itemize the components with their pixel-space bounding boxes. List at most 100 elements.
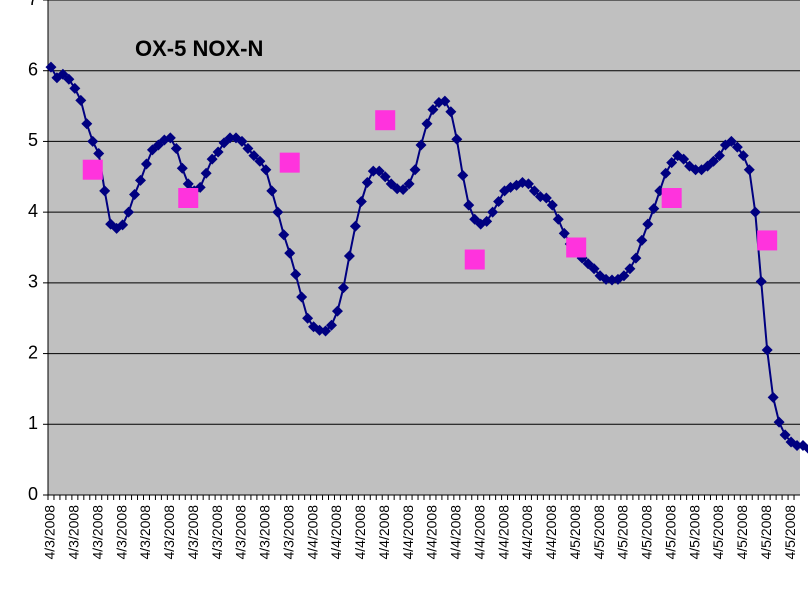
x-tick-label: 4/4/2008 (376, 505, 392, 560)
point-marker (773, 416, 785, 428)
point-marker (737, 150, 749, 162)
y-tick-label: 5 (28, 130, 38, 150)
point-marker (206, 153, 218, 165)
point-marker (302, 312, 314, 324)
point-marker (99, 185, 111, 197)
x-tick-label: 4/4/2008 (543, 505, 559, 560)
point-marker (284, 247, 296, 259)
point-marker (749, 206, 761, 218)
y-tick-label: 2 (28, 342, 38, 362)
point-marker (367, 165, 379, 177)
point-marker (624, 263, 636, 275)
x-tick-label: 4/3/2008 (209, 505, 225, 560)
x-tick-label: 4/3/2008 (233, 505, 249, 560)
point-marker (278, 229, 290, 241)
point-marker (661, 188, 682, 208)
point-marker (260, 164, 272, 176)
x-tick-label: 4/5/2008 (662, 505, 678, 560)
y-tick-label: 3 (28, 272, 38, 292)
x-tick-label: 4/4/2008 (328, 505, 344, 560)
x-tick-label: 4/4/2008 (424, 505, 440, 560)
point-marker (803, 444, 808, 454)
point-marker (493, 196, 505, 208)
point-marker (463, 199, 475, 211)
point-marker (82, 159, 103, 180)
point-marker (427, 104, 439, 116)
x-tick-label: 4/5/2008 (567, 505, 583, 560)
x-tick-label: 4/5/2008 (734, 505, 750, 560)
point-marker (178, 188, 199, 208)
x-tick-label: 4/4/2008 (400, 505, 416, 560)
y-tick-label: 1 (28, 413, 38, 433)
point-marker (182, 178, 194, 190)
point-marker (212, 146, 224, 158)
point-marker (69, 82, 81, 94)
point-marker (361, 176, 373, 188)
y-tick-label: 7 (28, 0, 38, 9)
point-marker (731, 141, 743, 153)
x-tick-label: 4/4/2008 (519, 505, 535, 560)
point-marker (566, 237, 587, 258)
point-marker (224, 132, 236, 144)
x-tick-label: 4/5/2008 (639, 505, 655, 560)
x-tick-label: 4/3/2008 (89, 505, 105, 560)
point-marker (176, 162, 188, 174)
point-marker (618, 270, 630, 282)
x-tick-label: 4/5/2008 (782, 505, 798, 560)
point-marker (707, 155, 719, 167)
point-marker (200, 167, 212, 179)
point-marker (464, 249, 485, 270)
point-marker (487, 206, 499, 218)
point-marker (331, 305, 343, 317)
point-marker (755, 275, 767, 287)
y-tick-label: 0 (28, 484, 38, 504)
point-marker (725, 135, 737, 147)
point-marker (666, 157, 678, 169)
point-marker (630, 252, 642, 264)
point-marker (481, 215, 493, 227)
point-marker (660, 167, 672, 179)
point-marker (451, 133, 463, 145)
x-tick-label: 4/3/2008 (257, 505, 273, 560)
x-tick-label: 4/3/2008 (185, 505, 201, 560)
point-marker (743, 164, 755, 176)
point-marker (81, 118, 93, 130)
x-tick-label: 4/3/2008 (66, 505, 82, 560)
point-marker (164, 132, 176, 144)
point-marker (129, 188, 141, 200)
point-marker (767, 391, 779, 403)
point-marker (170, 143, 182, 154)
point-marker (343, 250, 355, 262)
point-marker (325, 319, 337, 331)
point-marker (45, 61, 57, 73)
y-tick-label: 4 (28, 201, 38, 221)
point-marker (439, 95, 451, 107)
point-marker (290, 268, 302, 280)
point-marker (373, 165, 385, 177)
point-marker (379, 171, 391, 183)
point-marker (457, 169, 469, 181)
point-marker (248, 150, 260, 162)
point-marker (403, 178, 415, 190)
chart-title: OX-5 NOX-N (135, 36, 263, 61)
x-tick-label: 4/5/2008 (615, 505, 631, 560)
point-marker (522, 178, 534, 190)
plot-area (48, 0, 800, 495)
point-marker (779, 429, 791, 441)
point-marker (355, 196, 367, 208)
x-tick-label: 4/3/2008 (137, 505, 153, 560)
point-marker (75, 94, 87, 106)
point-marker (552, 213, 564, 225)
point-marker (320, 325, 332, 337)
point-marker (279, 152, 300, 173)
point-marker (117, 219, 129, 231)
point-marker (375, 110, 396, 131)
point-marker (757, 230, 778, 251)
point-marker (648, 203, 660, 215)
x-tick-label: 4/3/2008 (161, 505, 177, 560)
point-marker (546, 199, 558, 211)
point-marker (761, 344, 773, 356)
point-marker (63, 73, 75, 85)
point-marker (409, 164, 421, 176)
